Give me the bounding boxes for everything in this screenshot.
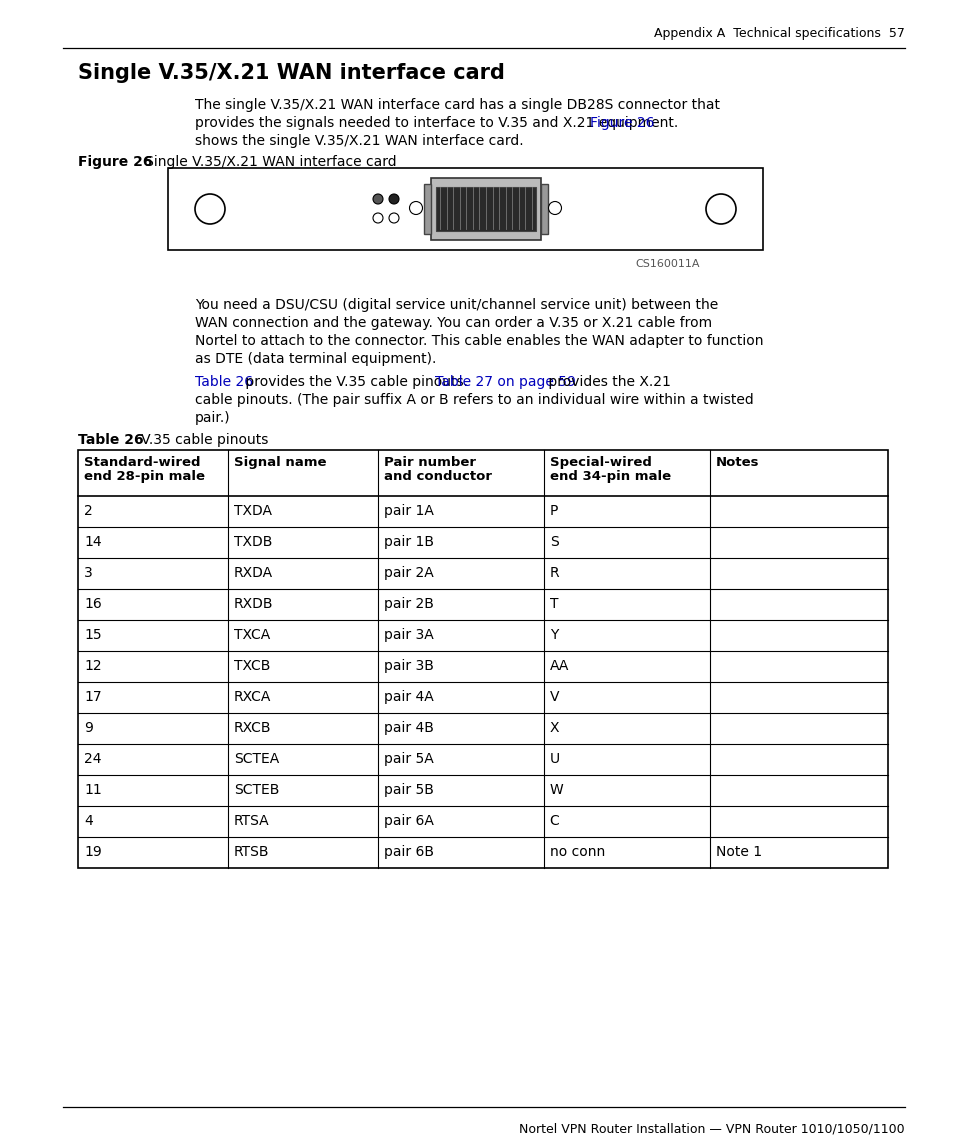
Circle shape (409, 202, 422, 214)
Text: RXCB: RXCB (233, 721, 271, 735)
Text: P: P (549, 504, 558, 518)
Text: provides the V.35 cable pinouts.: provides the V.35 cable pinouts. (240, 376, 472, 389)
Text: Nortel to attach to the connector. This cable enables the WAN adapter to functio: Nortel to attach to the connector. This … (194, 334, 762, 348)
Text: X: X (549, 721, 558, 735)
Text: SCTEA: SCTEA (233, 752, 279, 766)
Text: Note 1: Note 1 (715, 845, 761, 859)
Text: pair 3A: pair 3A (383, 627, 433, 642)
Bar (78, 450, 887, 868)
Text: and conductor: and conductor (383, 469, 491, 483)
Text: pair.): pair.) (194, 411, 231, 425)
Text: pair 4B: pair 4B (383, 721, 433, 735)
Text: 16: 16 (84, 597, 102, 611)
Text: Table 27 on page 59: Table 27 on page 59 (435, 376, 576, 389)
Bar (540, 184, 547, 234)
Text: Appendix A  Technical specifications  57: Appendix A Technical specifications 57 (654, 27, 904, 40)
Text: 17: 17 (84, 690, 102, 704)
Text: pair 2B: pair 2B (383, 597, 433, 611)
Text: 3: 3 (84, 566, 92, 581)
Text: W: W (549, 783, 563, 797)
Text: pair 3B: pair 3B (383, 660, 433, 673)
Text: shows the single V.35/X.21 WAN interface card.: shows the single V.35/X.21 WAN interface… (194, 134, 523, 148)
Text: TXDB: TXDB (233, 535, 272, 548)
Text: pair 1A: pair 1A (383, 504, 433, 518)
Circle shape (194, 194, 225, 224)
Text: RTSB: RTSB (233, 845, 269, 859)
Text: pair 5B: pair 5B (383, 783, 433, 797)
Text: 2: 2 (84, 504, 92, 518)
Text: CS160011A: CS160011A (635, 259, 700, 269)
Bar (423, 184, 431, 234)
Text: V.35 cable pinouts: V.35 cable pinouts (128, 433, 268, 447)
Text: TXCB: TXCB (233, 660, 270, 673)
Text: no conn: no conn (549, 845, 604, 859)
Text: Pair number: Pair number (383, 456, 476, 469)
Text: RXCA: RXCA (233, 690, 271, 704)
Text: Figure 26: Figure 26 (589, 116, 654, 131)
Text: 24: 24 (84, 752, 101, 766)
Text: pair 4A: pair 4A (383, 690, 433, 704)
Text: Notes: Notes (715, 456, 759, 469)
Text: Special-wired: Special-wired (549, 456, 651, 469)
Text: RXDA: RXDA (233, 566, 273, 581)
Text: 4: 4 (84, 814, 92, 828)
Text: SCTEB: SCTEB (233, 783, 279, 797)
Circle shape (548, 202, 561, 214)
Bar (436, 187, 536, 231)
Text: RXDB: RXDB (233, 597, 274, 611)
Text: RTSA: RTSA (233, 814, 269, 828)
Text: AA: AA (549, 660, 569, 673)
Text: T: T (549, 597, 558, 611)
Circle shape (705, 194, 735, 224)
Text: end 28-pin male: end 28-pin male (84, 469, 205, 483)
Text: 9: 9 (84, 721, 92, 735)
Text: Single V.35/X.21 WAN interface card: Single V.35/X.21 WAN interface card (132, 155, 396, 169)
Text: cable pinouts. (The pair suffix A or B refers to an individual wire within a twi: cable pinouts. (The pair suffix A or B r… (194, 393, 753, 406)
Text: provides the X.21: provides the X.21 (543, 376, 670, 389)
Text: 12: 12 (84, 660, 102, 673)
Text: end 34-pin male: end 34-pin male (549, 469, 670, 483)
Text: TXDA: TXDA (233, 504, 272, 518)
Text: Figure 26: Figure 26 (78, 155, 152, 169)
Text: Y: Y (549, 627, 558, 642)
Text: provides the signals needed to interface to V.35 and X.21 equipment.: provides the signals needed to interface… (194, 116, 682, 131)
Text: Signal name: Signal name (233, 456, 326, 469)
Text: pair 1B: pair 1B (383, 535, 434, 548)
Text: Standard-wired: Standard-wired (84, 456, 200, 469)
Text: Table 26: Table 26 (78, 433, 144, 447)
Text: 19: 19 (84, 845, 102, 859)
Text: pair 6A: pair 6A (383, 814, 433, 828)
Circle shape (373, 213, 382, 223)
Text: R: R (549, 566, 558, 581)
Text: as DTE (data terminal equipment).: as DTE (data terminal equipment). (194, 352, 436, 366)
Text: U: U (549, 752, 559, 766)
Text: TXCA: TXCA (233, 627, 270, 642)
Text: V: V (549, 690, 558, 704)
Bar (431, 177, 540, 240)
Text: 14: 14 (84, 535, 102, 548)
Text: Single V.35/X.21 WAN interface card: Single V.35/X.21 WAN interface card (78, 63, 504, 82)
Text: You need a DSU/CSU (digital service unit/channel service unit) between the: You need a DSU/CSU (digital service unit… (194, 298, 718, 311)
Circle shape (389, 213, 398, 223)
Text: 15: 15 (84, 627, 102, 642)
Text: pair 5A: pair 5A (383, 752, 433, 766)
Text: pair 2A: pair 2A (383, 566, 433, 581)
Text: Table 26: Table 26 (194, 376, 253, 389)
Circle shape (373, 194, 382, 204)
Circle shape (389, 194, 398, 204)
Text: Nortel VPN Router Installation — VPN Router 1010/1050/1100: Nortel VPN Router Installation — VPN Rou… (518, 1123, 904, 1136)
Text: C: C (549, 814, 558, 828)
Text: The single V.35/X.21 WAN interface card has a single DB28S connector that: The single V.35/X.21 WAN interface card … (194, 98, 720, 112)
Bar (168, 168, 762, 250)
Text: S: S (549, 535, 558, 548)
Text: pair 6B: pair 6B (383, 845, 434, 859)
Text: 11: 11 (84, 783, 102, 797)
Text: WAN connection and the gateway. You can order a V.35 or X.21 cable from: WAN connection and the gateway. You can … (194, 316, 711, 330)
